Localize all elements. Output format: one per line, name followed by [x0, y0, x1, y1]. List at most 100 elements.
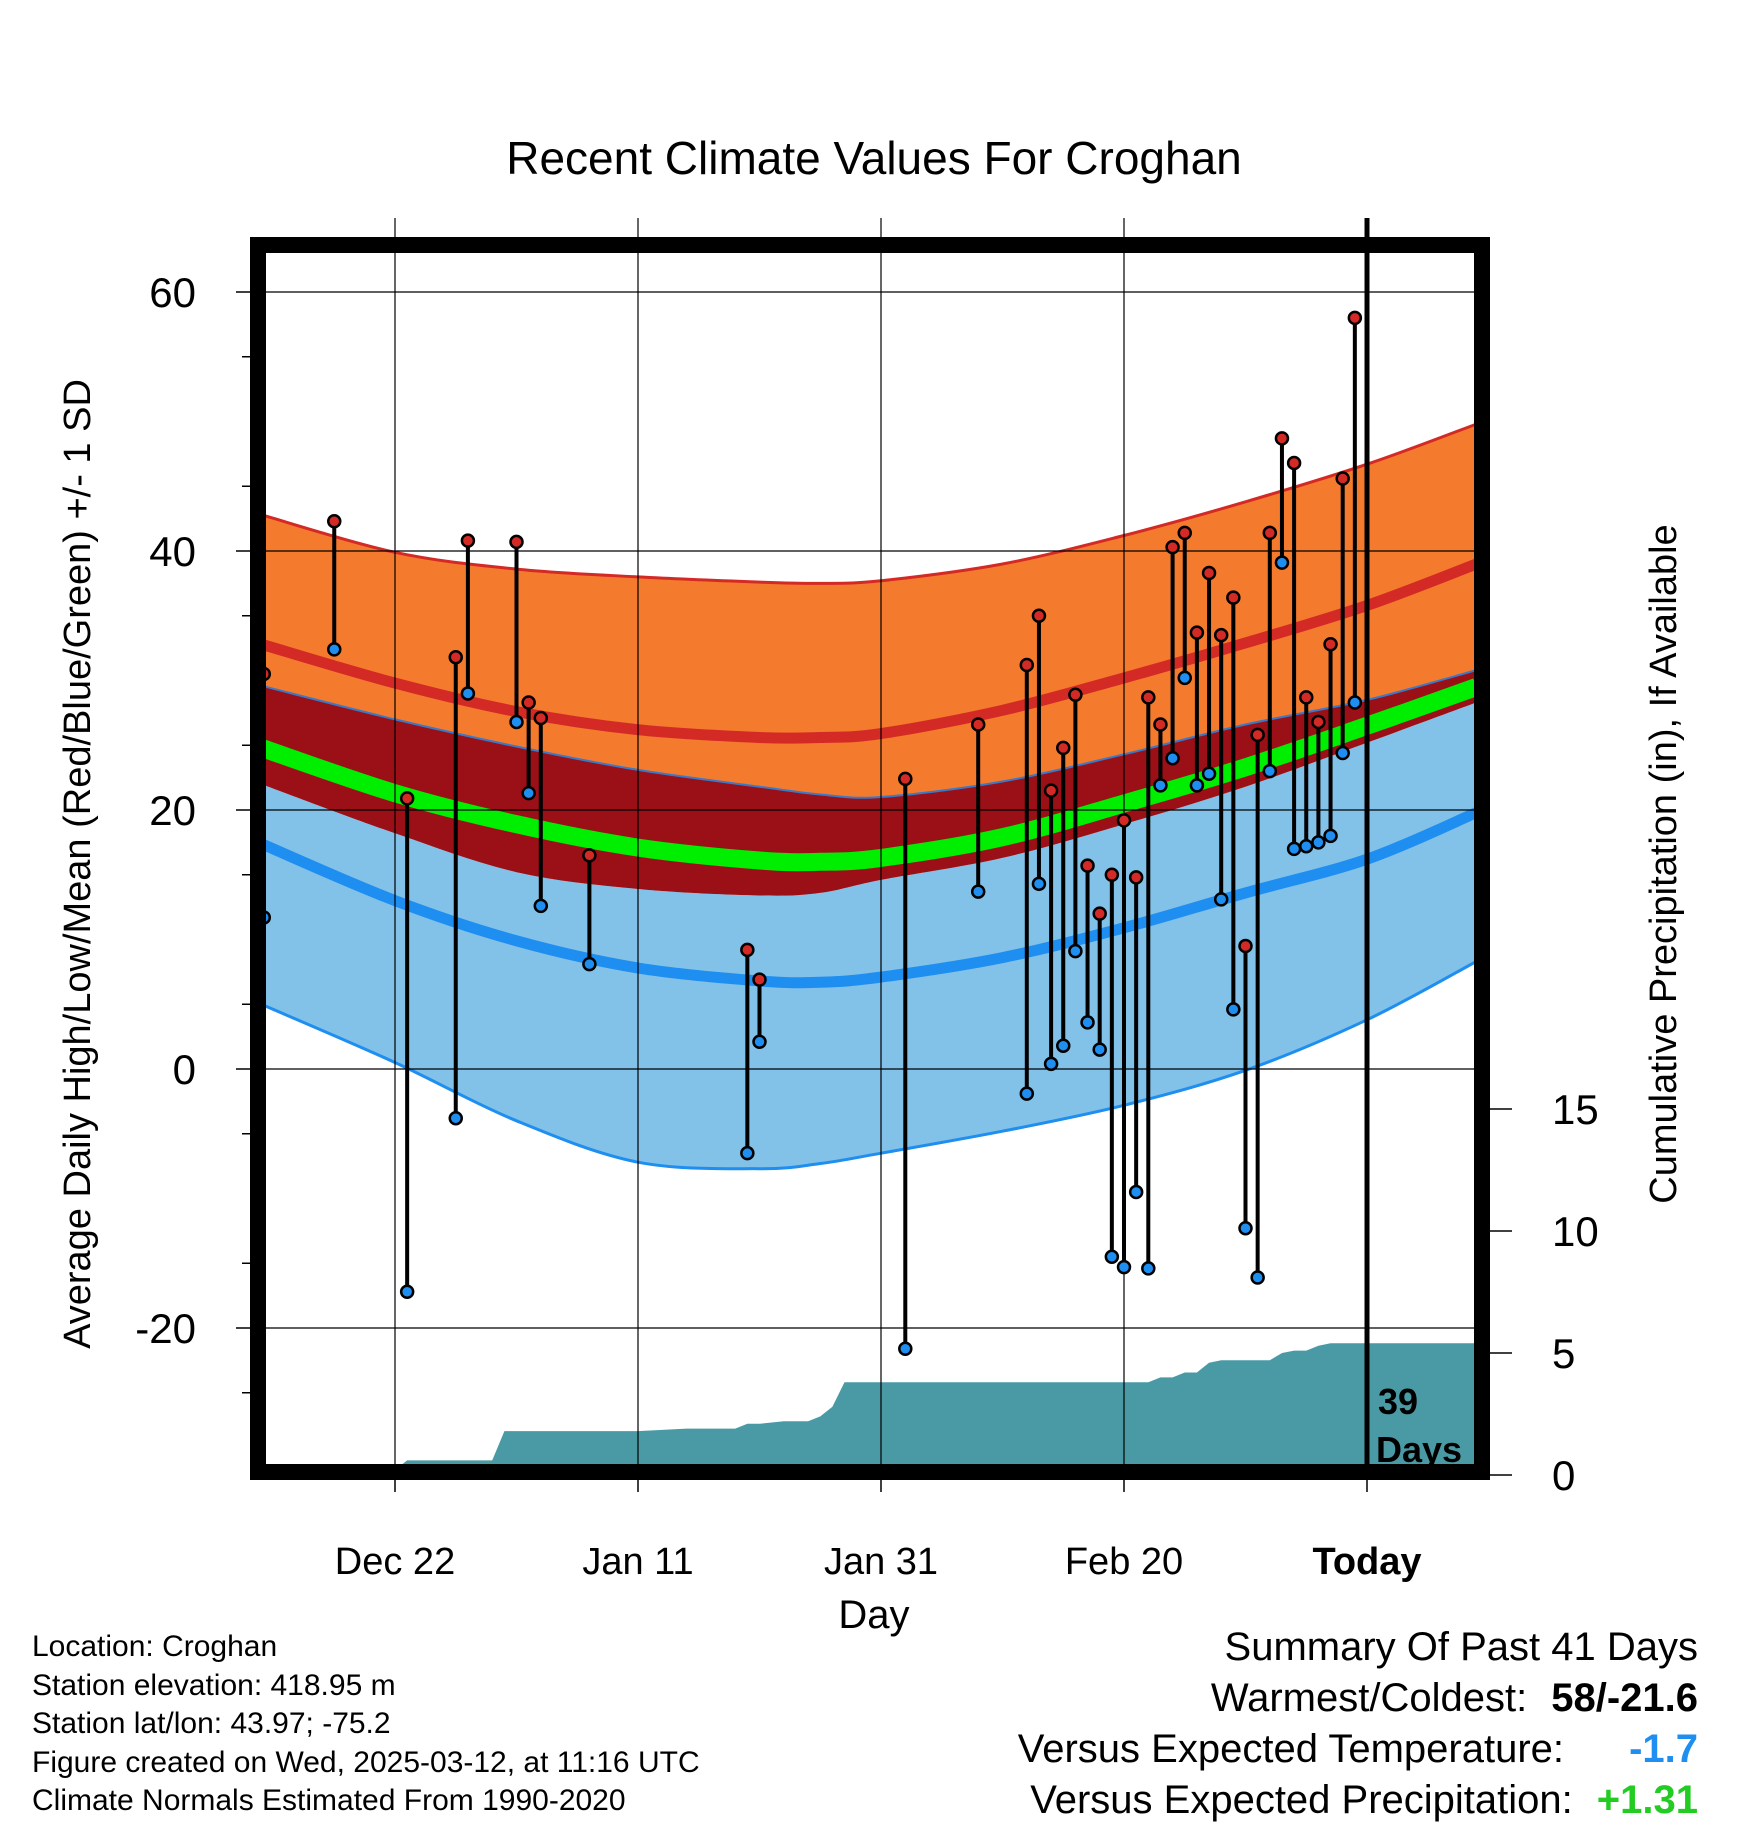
obs-low-point	[521, 785, 536, 801]
y-axis-label-right: Cumulative Precipitation (in), If Availa…	[1643, 524, 1685, 1203]
obs-high-point	[327, 513, 342, 529]
x-tick-label: Today	[1312, 1541, 1421, 1583]
obs-low-point	[1189, 778, 1205, 793]
elevation-text: Station elevation: 418.95 m	[32, 1668, 396, 1702]
obs-high-point	[1335, 471, 1350, 486]
obs-low-point	[448, 1110, 463, 1126]
obs-high-point	[898, 771, 913, 787]
obs-high-point	[460, 533, 476, 548]
normal-mean-line	[258, 678, 1480, 872]
obs-low-point	[1116, 1259, 1132, 1275]
obs-low-point	[1165, 750, 1180, 766]
obs-high-point	[752, 972, 767, 987]
plot-frame	[250, 237, 1490, 1480]
obs-low-point	[1262, 763, 1278, 779]
obs-low-point	[1177, 670, 1192, 686]
y-tick-label: -20	[135, 1305, 196, 1352]
obs-low-point	[1056, 1038, 1071, 1053]
obs-high-point	[1238, 938, 1253, 954]
y-tick-label: 60	[149, 269, 196, 316]
obs-low-point	[1299, 839, 1314, 854]
observations	[256, 310, 1363, 1356]
low-minus-sd-line	[260, 960, 1478, 1171]
obs-low-point	[1128, 1184, 1144, 1200]
obs-high-point	[1019, 657, 1035, 673]
obs-high-point	[1043, 783, 1059, 798]
y-right-tick-label: 0	[1552, 1452, 1575, 1499]
summary-temp-row: Versus Expected Temperature: -1.7	[1018, 1724, 1698, 1775]
y-tick-label: 40	[149, 528, 196, 575]
obs-low-point	[460, 686, 476, 701]
obs-high-point	[740, 942, 755, 958]
obs-low-point	[1213, 892, 1229, 907]
obs-low-point	[1274, 555, 1290, 570]
today-label: 39 Days	[1376, 1381, 1462, 1470]
obs-low-point	[1250, 1270, 1265, 1285]
obs-low-point	[1153, 778, 1168, 793]
location-text: Location: Croghan	[32, 1630, 278, 1663]
obs-high-point	[1274, 431, 1290, 446]
high-plus-sd-line	[260, 422, 1477, 585]
obs-low-point	[1311, 835, 1326, 850]
obs-low-point	[1323, 828, 1338, 844]
normals-text: Climate Normals Estimated From 1990-2020	[32, 1784, 626, 1817]
obs-low-point	[1092, 1042, 1107, 1057]
obs-low-point	[1238, 1221, 1253, 1236]
summary-panel: Summary Of Past 41 Days Warmest/Coldest:…	[1018, 1622, 1698, 1826]
obs-low-point	[1080, 1015, 1095, 1030]
obs-low-point	[970, 884, 986, 899]
low-sd-band	[261, 702, 1477, 1169]
obs-low-point	[1019, 1086, 1035, 1101]
summary-precip-row: Versus Expected Precipitation: +1.31	[1018, 1775, 1698, 1826]
obs-high-point	[1250, 727, 1265, 743]
obs-low-point	[327, 642, 342, 657]
obs-low-point	[898, 1341, 913, 1356]
obs-low-point	[1031, 876, 1047, 892]
y-tick-label: 0	[173, 1046, 196, 1093]
summary-warmest-row: Warmest/Coldest: 58/-21.6	[1018, 1673, 1698, 1724]
warmest-value: 58/-21.6	[1551, 1676, 1698, 1720]
y-tick-label: 20	[149, 787, 196, 834]
obs-high-point	[970, 717, 986, 732]
obs-high-point	[448, 649, 463, 665]
cumulative-precip-area	[329, 1343, 1477, 1472]
precip-area	[329, 1343, 1477, 1472]
obs-high-point	[1226, 590, 1241, 605]
obs-high-point	[1104, 867, 1120, 882]
x-tick-label: Jan 11	[582, 1541, 693, 1583]
obs-low-point	[1347, 695, 1363, 710]
obs-high-point	[1347, 310, 1363, 326]
obs-high-point	[1141, 690, 1156, 705]
obs-high-point	[1056, 740, 1071, 756]
x-axis-label: Day	[838, 1593, 909, 1637]
summary-title: Summary Of Past 41 Days	[1224, 1625, 1698, 1669]
obs-high-point	[1311, 714, 1326, 730]
obs-low-point	[1201, 766, 1217, 781]
obs-low-point	[1226, 1002, 1241, 1017]
y-right-tick-label: 5	[1552, 1330, 1575, 1377]
precip-label: Versus Expected Precipitation:	[1030, 1778, 1573, 1822]
obs-high-point	[1299, 690, 1314, 705]
obs-low-point	[582, 956, 597, 972]
temp-value: -1.7	[1629, 1727, 1698, 1771]
obs-low-point	[740, 1145, 755, 1161]
normal-high-line	[259, 558, 1479, 744]
obs-low-point	[509, 714, 524, 730]
obs-high-point	[1080, 858, 1095, 873]
obs-low-point	[399, 1284, 415, 1299]
obs-high-point	[582, 848, 597, 863]
x-tick-label: Feb 20	[1065, 1541, 1183, 1583]
obs-high-point	[1068, 687, 1083, 702]
created-text: Figure created on Wed, 2025-03-12, at 11…	[32, 1745, 700, 1779]
obs-high-point	[1128, 870, 1144, 885]
obs-high-point	[1323, 636, 1338, 652]
obs-low-point	[1286, 841, 1302, 857]
obs-high-point	[1262, 525, 1278, 541]
latlon-text: Station lat/lon: 43.97; -75.2	[32, 1707, 391, 1740]
temp-label: Versus Expected Temperature:	[1017, 1727, 1564, 1771]
obs-low-point	[1104, 1249, 1120, 1265]
obs-low-point	[1141, 1261, 1156, 1276]
y-right-tick-label: 10	[1552, 1208, 1599, 1255]
obs-low-point	[752, 1034, 767, 1050]
